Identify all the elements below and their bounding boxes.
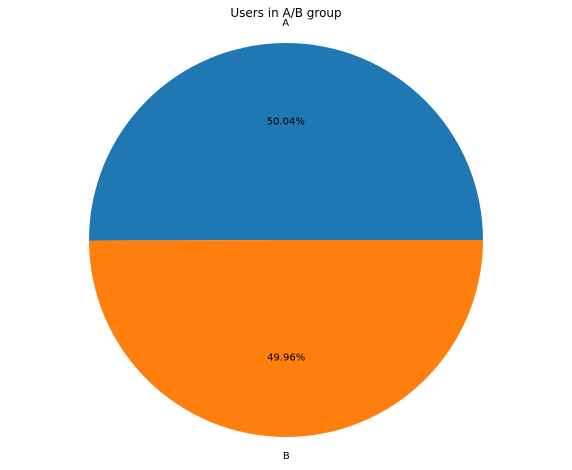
pie-slices: [88, 42, 484, 437]
pie-slice-a: [88, 42, 483, 241]
category-label-b: B: [283, 451, 290, 462]
pie-labels: A 50.04% B 49.96%: [267, 18, 305, 462]
percent-label-a: 50.04%: [267, 116, 305, 127]
category-label-a: A: [282, 18, 289, 29]
chart-title: Users in A/B group: [230, 6, 341, 20]
pie-slice-b: [89, 240, 484, 437]
percent-label-b: 49.96%: [267, 353, 305, 364]
